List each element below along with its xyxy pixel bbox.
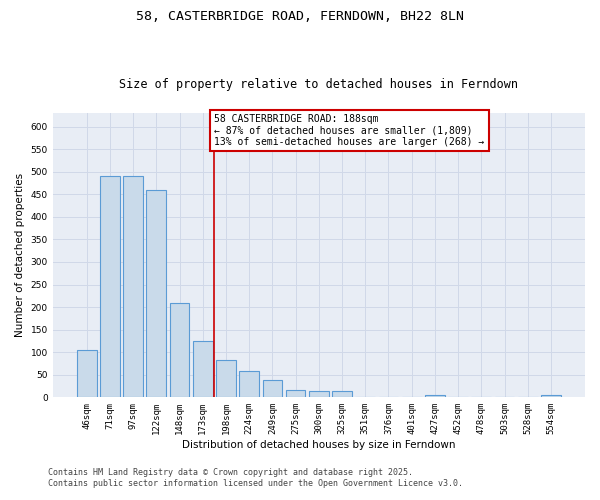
Bar xyxy=(541,394,561,398)
Bar xyxy=(216,360,236,398)
Bar xyxy=(100,176,120,398)
Bar xyxy=(146,190,166,398)
Bar xyxy=(170,304,190,398)
Title: Size of property relative to detached houses in Ferndown: Size of property relative to detached ho… xyxy=(119,78,518,91)
Text: 58 CASTERBRIDGE ROAD: 188sqm
← 87% of detached houses are smaller (1,809)
13% of: 58 CASTERBRIDGE ROAD: 188sqm ← 87% of de… xyxy=(214,114,485,147)
Bar xyxy=(239,371,259,398)
Text: Contains HM Land Registry data © Crown copyright and database right 2025.
Contai: Contains HM Land Registry data © Crown c… xyxy=(48,468,463,487)
Bar xyxy=(286,390,305,398)
Text: 58, CASTERBRIDGE ROAD, FERNDOWN, BH22 8LN: 58, CASTERBRIDGE ROAD, FERNDOWN, BH22 8L… xyxy=(136,10,464,23)
Bar xyxy=(123,176,143,398)
Bar xyxy=(332,392,352,398)
Bar xyxy=(425,394,445,398)
Bar xyxy=(193,341,212,398)
X-axis label: Distribution of detached houses by size in Ferndown: Distribution of detached houses by size … xyxy=(182,440,455,450)
Bar xyxy=(263,380,282,398)
Bar xyxy=(77,350,97,398)
Y-axis label: Number of detached properties: Number of detached properties xyxy=(15,173,25,337)
Bar xyxy=(309,392,329,398)
